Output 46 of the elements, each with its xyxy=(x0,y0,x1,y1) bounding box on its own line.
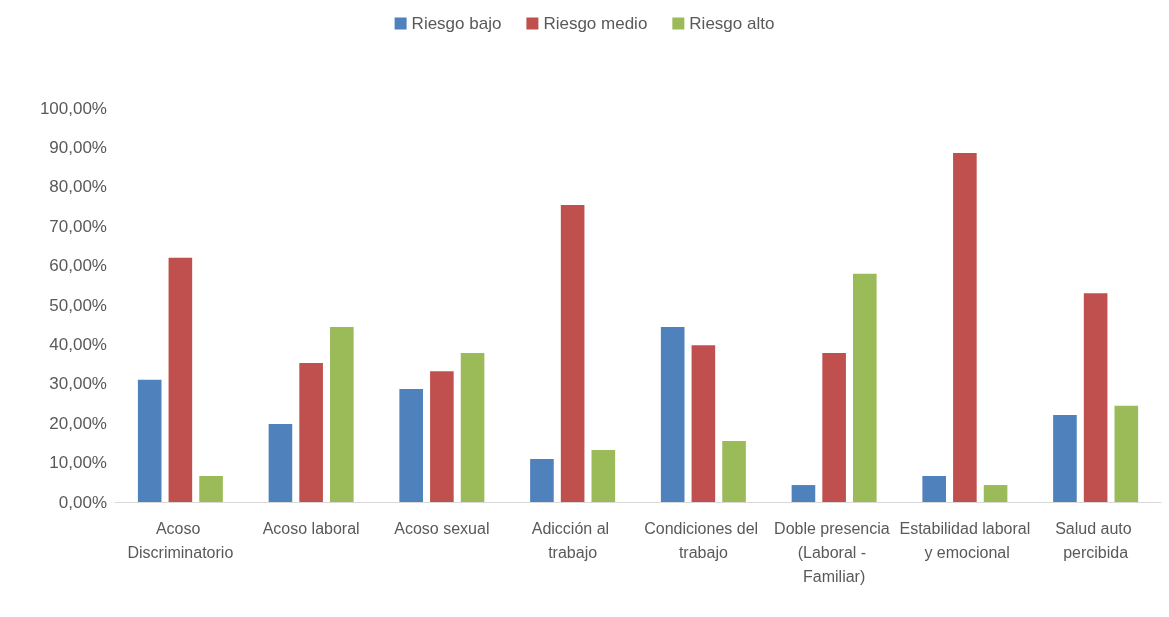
x-tick-label: Doble presencia (Laboral - Familiar) xyxy=(774,519,895,585)
bar xyxy=(330,327,354,502)
bar xyxy=(137,379,162,502)
y-tick-label: 90,00% xyxy=(49,137,107,157)
bar xyxy=(560,204,585,502)
bar xyxy=(168,257,193,502)
bar xyxy=(691,345,716,502)
bar xyxy=(460,353,485,502)
bar xyxy=(822,353,846,502)
y-tick-label: 40,00% xyxy=(49,334,107,354)
bar xyxy=(399,388,423,502)
y-tick-label: 60,00% xyxy=(49,256,107,276)
bar xyxy=(591,449,616,502)
bar xyxy=(791,485,816,502)
bar xyxy=(983,485,1008,502)
y-tick-label: 80,00% xyxy=(49,177,107,197)
bar xyxy=(953,152,977,502)
y-tick-label: 50,00% xyxy=(49,295,107,315)
legend-label: Riesgo alto xyxy=(689,14,775,33)
bar xyxy=(268,423,293,502)
y-tick-label: 30,00% xyxy=(49,374,107,394)
bar xyxy=(530,459,554,502)
y-tick-label: 100,00% xyxy=(39,98,107,118)
y-tick-label: 10,00% xyxy=(49,453,107,473)
bar xyxy=(660,327,685,502)
bar xyxy=(922,476,946,502)
x-tick-label: Estabilidad laboral y emocional xyxy=(899,519,1031,561)
y-tick-label: 20,00% xyxy=(49,413,107,433)
bar xyxy=(199,476,223,502)
x-tick-label: Acoso sexual xyxy=(394,519,490,537)
bar xyxy=(299,362,323,502)
bar xyxy=(1114,405,1139,502)
x-tick-label: Condiciones del trabajo xyxy=(644,519,763,561)
x-tick-label: Adicción al trabajo xyxy=(531,519,614,561)
y-tick-label: 0,00% xyxy=(58,492,107,512)
bar xyxy=(1083,293,1108,502)
bar xyxy=(430,371,454,502)
bar xyxy=(722,440,746,502)
legend-label: Riesgo bajo xyxy=(411,14,502,33)
bar xyxy=(1053,414,1077,502)
x-tick-label: Acoso laboral xyxy=(262,519,360,537)
x-tick-label: Acoso Discriminatorio xyxy=(127,519,234,561)
legend-label: Riesgo medio xyxy=(543,14,648,33)
y-tick-label: 70,00% xyxy=(49,216,107,236)
bar xyxy=(853,273,877,502)
x-tick-label: Salud auto percibida xyxy=(1055,519,1137,561)
